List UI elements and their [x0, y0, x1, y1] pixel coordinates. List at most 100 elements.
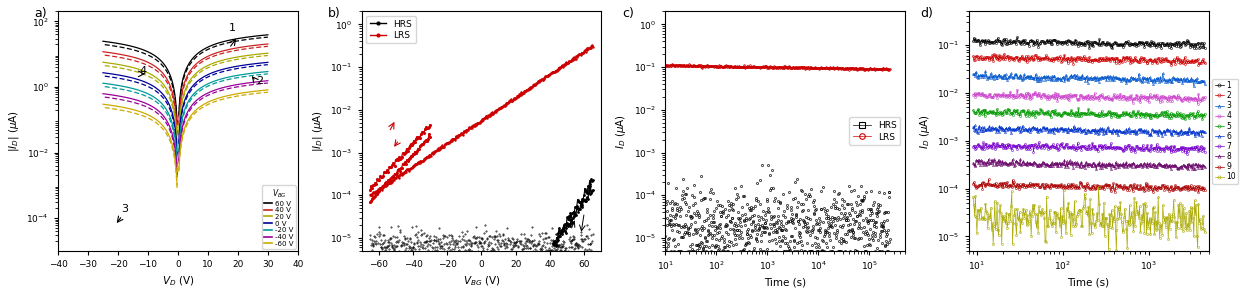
10 — [966, 195, 981, 199]
1 — [1177, 41, 1191, 45]
Text: 4: 4 — [139, 66, 146, 76]
Legend: 1, 2, 3, 4, 5, 6, 7, 8, 9, 10: 1, 2, 3, 4, 5, 6, 7, 8, 9, 10 — [1213, 79, 1238, 183]
4 — [1190, 102, 1205, 106]
5 — [1198, 112, 1213, 116]
Line: 1: 1 — [972, 36, 1205, 50]
8 — [1198, 165, 1213, 168]
9 — [1198, 188, 1213, 191]
10 — [1091, 186, 1106, 189]
7 — [966, 144, 981, 147]
4 — [1104, 97, 1119, 100]
6 — [1104, 132, 1119, 135]
3 — [966, 73, 981, 76]
5 — [1104, 111, 1119, 114]
5 — [966, 109, 981, 112]
4 — [966, 93, 981, 96]
9 — [1177, 186, 1191, 189]
Legend: HRS, LRS: HRS, LRS — [366, 16, 416, 43]
9 — [1108, 186, 1123, 190]
4 — [1162, 94, 1177, 98]
3 — [1103, 76, 1118, 79]
8 — [1013, 157, 1028, 161]
8 — [966, 162, 981, 165]
8 — [1177, 163, 1191, 166]
Line: 4: 4 — [972, 88, 1205, 105]
4 — [1198, 96, 1213, 99]
2 — [1164, 63, 1179, 67]
3 — [979, 70, 994, 73]
4 — [966, 93, 981, 96]
2 — [966, 54, 981, 58]
4 — [1108, 96, 1123, 99]
9 — [1191, 191, 1206, 194]
Y-axis label: $I_D$ ($\mu$A): $I_D$ ($\mu$A) — [614, 114, 627, 149]
7 — [1162, 147, 1177, 150]
Line: 7: 7 — [972, 141, 1205, 155]
7 — [1104, 146, 1119, 150]
Legend: 60 V, 40 V, 20 V, 0 V, -20 V, -40 V, -60 V: 60 V, 40 V, 20 V, 0 V, -20 V, -40 V, -60… — [261, 185, 296, 249]
3 — [1162, 77, 1177, 81]
1 — [1106, 47, 1120, 50]
4 — [1010, 88, 1025, 91]
Line: 5: 5 — [972, 107, 1205, 120]
10 — [1177, 215, 1191, 219]
9 — [966, 181, 981, 184]
6 — [1108, 131, 1123, 135]
6 — [1103, 130, 1118, 133]
8 — [966, 161, 981, 165]
Line: 2: 2 — [972, 53, 1205, 66]
5 — [1108, 112, 1123, 115]
8 — [1162, 164, 1177, 168]
X-axis label: Time (s): Time (s) — [1067, 278, 1109, 288]
Y-axis label: $|I_D|$ ($\mu$A): $|I_D|$ ($\mu$A) — [310, 110, 325, 152]
4 — [1103, 98, 1118, 101]
10 — [1104, 208, 1119, 212]
Text: 1: 1 — [229, 23, 235, 33]
Text: c): c) — [622, 7, 634, 20]
9 — [1103, 190, 1118, 193]
7 — [1103, 142, 1118, 145]
Legend: HRS, LRS: HRS, LRS — [849, 117, 900, 145]
10 — [966, 203, 981, 206]
8 — [1186, 168, 1201, 171]
7 — [966, 145, 981, 149]
1 — [966, 40, 981, 43]
8 — [1108, 160, 1123, 164]
4 — [1177, 97, 1191, 100]
3 — [1108, 75, 1123, 79]
Line: 10: 10 — [972, 186, 1205, 251]
9 — [1104, 186, 1119, 189]
10 — [1163, 227, 1178, 230]
9 — [966, 183, 981, 186]
10 — [1198, 230, 1213, 234]
3 — [1104, 78, 1119, 82]
6 — [967, 124, 982, 127]
X-axis label: $V_{BG}$ (V): $V_{BG}$ (V) — [463, 274, 500, 288]
Line: 8: 8 — [972, 158, 1205, 171]
8 — [1104, 162, 1119, 166]
6 — [966, 128, 981, 131]
3 — [1198, 82, 1213, 86]
2 — [1162, 59, 1177, 63]
X-axis label: Time (s): Time (s) — [764, 278, 806, 288]
10 — [1109, 248, 1124, 252]
Text: b): b) — [327, 7, 341, 20]
2 — [1108, 61, 1123, 65]
5 — [1071, 107, 1086, 110]
5 — [1195, 117, 1210, 121]
10 — [1103, 213, 1118, 217]
6 — [966, 125, 981, 128]
Y-axis label: $|I_D|$ ($\mu$A): $|I_D|$ ($\mu$A) — [7, 110, 21, 152]
7 — [1031, 140, 1046, 144]
X-axis label: $V_D$ (V): $V_D$ (V) — [162, 274, 194, 288]
3 — [1177, 76, 1191, 80]
Y-axis label: $I_D$ ($\mu$A): $I_D$ ($\mu$A) — [918, 114, 931, 149]
Line: 6: 6 — [972, 124, 1205, 137]
6 — [1186, 134, 1201, 138]
1 — [966, 36, 981, 40]
Text: 3: 3 — [121, 204, 128, 214]
6 — [1162, 129, 1177, 132]
6 — [1198, 130, 1213, 134]
7 — [1177, 146, 1191, 150]
Line: 9: 9 — [972, 178, 1205, 194]
